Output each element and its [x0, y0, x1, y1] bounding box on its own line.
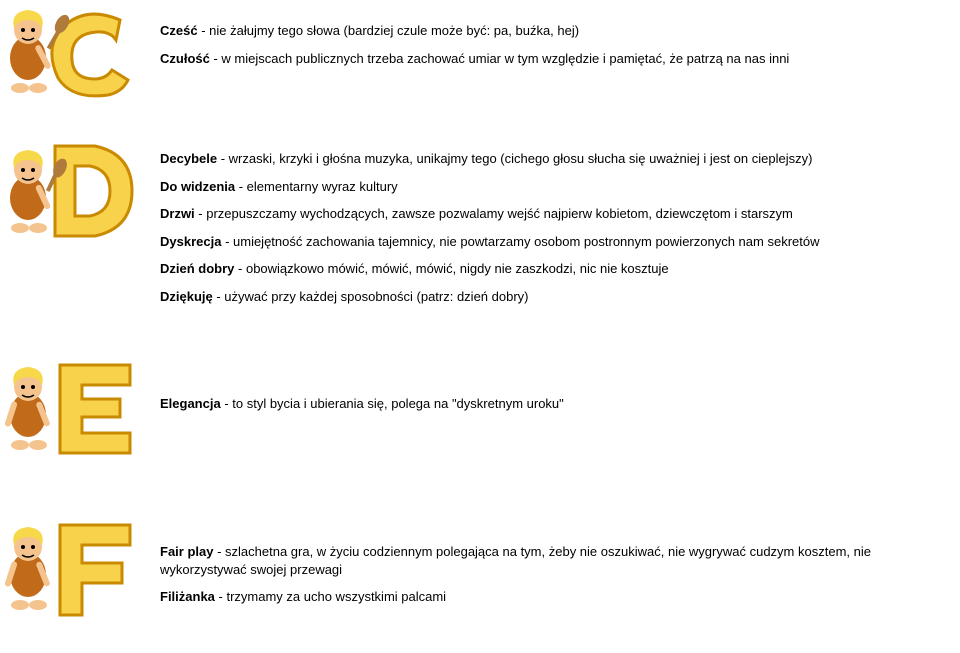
term: Do widzenia — [160, 179, 235, 194]
caveman-icon — [4, 527, 51, 610]
content-f: Fair play - szlachetna gra, w życiu codz… — [160, 505, 960, 616]
term: Filiżanka — [160, 589, 215, 604]
entry-filizanka: Filiżanka - trzymamy za ucho wszystkimi … — [160, 588, 950, 606]
text: - w miejscach publicznych trzeba zachowa… — [210, 51, 789, 66]
term: Drzwi — [160, 206, 195, 221]
text: - obowiązkowo mówić, mówić, mówić, nigdy… — [234, 261, 668, 276]
illustration-e — [0, 345, 160, 475]
illustration-d — [0, 128, 160, 258]
entry-decybele: Decybele - wrzaski, krzyki i głośna muzy… — [160, 150, 950, 168]
text: - szlachetna gra, w życiu codziennym pol… — [160, 544, 871, 577]
entry-dzien-dobry: Dzień dobry - obowiązkowo mówić, mówić, … — [160, 260, 950, 278]
entry-czulosc: Czułość - w miejscach publicznych trzeba… — [160, 50, 950, 68]
entry-fair-play: Fair play - szlachetna gra, w życiu codz… — [160, 543, 950, 578]
entry-dyskrecja: Dyskrecja - umiejętność zachowania tajem… — [160, 233, 950, 251]
section-d: Decybele - wrzaski, krzyki i głośna muzy… — [0, 128, 960, 315]
content-d: Decybele - wrzaski, krzyki i głośna muzy… — [160, 128, 960, 315]
text: - to styl bycia i ubierania się, polega … — [221, 396, 564, 411]
section-f: Fair play - szlachetna gra, w życiu codz… — [0, 505, 960, 635]
text: - wrzaski, krzyki i głośna muzyka, unika… — [217, 151, 812, 166]
illustration-c — [0, 0, 160, 110]
term: Czułość — [160, 51, 210, 66]
content-c: Cześć - nie żałujmy tego słowa (bardziej… — [160, 0, 960, 77]
text: - trzymamy za ucho wszystkimi palcami — [215, 589, 446, 604]
section-e: Elegancja - to styl bycia i ubierania si… — [0, 345, 960, 475]
text: - nie żałujmy tego słowa (bardziej czule… — [198, 23, 580, 38]
term: Dzień dobry — [160, 261, 234, 276]
letter-d-glyph — [55, 146, 132, 236]
entry-czesc: Cześć - nie żałujmy tego słowa (bardziej… — [160, 22, 950, 40]
letter-e-glyph — [60, 365, 130, 453]
content-e: Elegancja - to styl bycia i ubierania si… — [160, 345, 960, 423]
illustration-f — [0, 505, 160, 635]
text: - przepuszczamy wychodzących, zawsze poz… — [195, 206, 793, 221]
term: Elegancja — [160, 396, 221, 411]
term: Fair play — [160, 544, 213, 559]
term: Dziękuję — [160, 289, 213, 304]
entry-dziekuje: Dziękuję - używać przy każdej sposobnośc… — [160, 288, 950, 306]
caveman-icon — [4, 367, 51, 450]
text: - elementarny wyraz kultury — [235, 179, 398, 194]
text: - umiejętność zachowania tajemnicy, nie … — [221, 234, 819, 249]
entry-drzwi: Drzwi - przepuszczamy wychodzących, zaws… — [160, 205, 950, 223]
entry-elegancja: Elegancja - to styl bycia i ubierania si… — [160, 395, 950, 413]
letter-f-glyph — [60, 525, 130, 615]
text: - używać przy każdej sposobności (patrz:… — [213, 289, 529, 304]
section-c: Cześć - nie żałujmy tego słowa (bardziej… — [0, 0, 960, 110]
entry-do-widzenia: Do widzenia - elementarny wyraz kultury — [160, 178, 950, 196]
term: Cześć — [160, 23, 198, 38]
term: Dyskrecja — [160, 234, 221, 249]
term: Decybele — [160, 151, 217, 166]
